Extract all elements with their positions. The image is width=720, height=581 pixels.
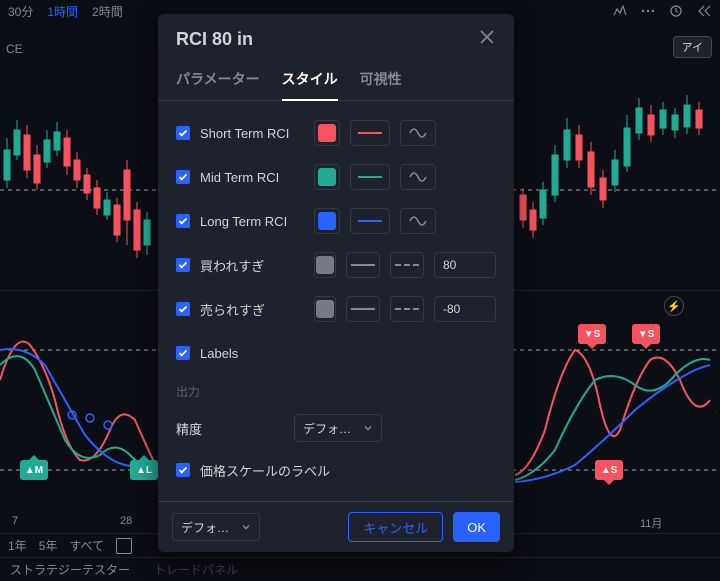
- mid-rci-plot-type[interactable]: [400, 164, 436, 190]
- short-rci-plot-type[interactable]: [400, 120, 436, 146]
- close-button[interactable]: [478, 28, 496, 51]
- timeframe-2h[interactable]: 2時間: [92, 3, 123, 20]
- precision-select-value: デフォ…: [303, 420, 351, 437]
- dialog-title: RCI 80 in: [176, 29, 253, 50]
- price-scale-label: 価格スケールのラベル: [200, 461, 496, 480]
- dialog-footer: デフォ… キャンセル OK: [158, 501, 514, 552]
- labels-row: Labels: [176, 339, 496, 367]
- more-icon[interactable]: [640, 3, 656, 19]
- range-1y[interactable]: 1年: [8, 537, 27, 554]
- toolbar-right-icons: [604, 0, 720, 22]
- range-5y[interactable]: 5年: [39, 537, 58, 554]
- long-rci-checkbox[interactable]: [176, 214, 190, 228]
- overbought-checkbox[interactable]: [176, 258, 190, 272]
- buy-marker-am: ▲M: [20, 460, 48, 480]
- precision-select[interactable]: デフォ…: [294, 414, 382, 442]
- footer-tabs: ストラテジーテスター トレードパネル: [0, 557, 720, 581]
- overbought-color-picker[interactable]: [314, 252, 336, 278]
- precision-label: 精度: [176, 419, 284, 438]
- chevron-down-icon: [363, 423, 373, 433]
- price-scale-label-row: 価格スケールのラベル: [176, 456, 496, 484]
- sell-marker: ▼S: [578, 324, 606, 344]
- trade-panel-tab[interactable]: トレードパネル: [154, 561, 238, 578]
- oversold-color-picker[interactable]: [314, 296, 336, 322]
- long-rci-line-style[interactable]: [350, 208, 390, 234]
- cancel-button[interactable]: キャンセル: [348, 512, 443, 542]
- settings-tabs: パラメーター スタイル 可視性: [158, 61, 514, 101]
- oversold-row: 売られすぎ: [176, 295, 496, 323]
- template-select[interactable]: デフォ…: [172, 513, 260, 541]
- timeframe-30m[interactable]: 30分: [8, 3, 33, 20]
- alert-icon[interactable]: [668, 3, 684, 19]
- mid-term-rci-row: Mid Term RCI: [176, 163, 496, 191]
- short-term-rci-row: Short Term RCI: [176, 119, 496, 147]
- dialog-body: Short Term RCI Mid Term RCI Long Term RC…: [158, 101, 514, 501]
- long-term-rci-row: Long Term RCI: [176, 207, 496, 235]
- timeframe-1h[interactable]: 1時間: [47, 3, 78, 20]
- xaxis-tick: 7: [12, 515, 18, 527]
- labels-checkbox[interactable]: [176, 346, 190, 360]
- oversold-label: 売られすぎ: [200, 300, 304, 319]
- oversold-line-style[interactable]: [346, 296, 380, 322]
- overbought-line-style[interactable]: [346, 252, 380, 278]
- oversold-value-input[interactable]: [434, 296, 496, 322]
- overbought-label: 買われすぎ: [200, 256, 304, 275]
- indicator-icon[interactable]: [612, 3, 628, 19]
- precision-row: 精度 デフォ…: [176, 414, 496, 442]
- labels-label: Labels: [200, 346, 304, 361]
- dialog-header: RCI 80 in: [158, 14, 514, 61]
- footer-actions: キャンセル OK: [348, 512, 500, 542]
- xaxis-tick: 28: [120, 515, 132, 527]
- mid-rci-color-picker[interactable]: [314, 164, 340, 190]
- oversold-dash-style[interactable]: [390, 296, 424, 322]
- symbol-label: CE: [6, 42, 23, 56]
- long-rci-label: Long Term RCI: [200, 214, 304, 229]
- close-icon: [478, 28, 496, 46]
- short-rci-color-picker[interactable]: [314, 120, 340, 146]
- rewind-icon[interactable]: [696, 3, 712, 19]
- short-rci-line-style[interactable]: [350, 120, 390, 146]
- strategy-tester-tab[interactable]: ストラテジーテスター: [10, 561, 130, 578]
- overbought-dash-style[interactable]: [390, 252, 424, 278]
- template-select-value: デフォ…: [181, 519, 229, 536]
- long-rci-plot-type[interactable]: [400, 208, 436, 234]
- top-right-badge[interactable]: アイ: [673, 36, 712, 58]
- mid-rci-label: Mid Term RCI: [200, 170, 304, 185]
- ok-button[interactable]: OK: [453, 512, 500, 542]
- mid-rci-line-style[interactable]: [350, 164, 390, 190]
- xaxis-tick: 11月: [640, 515, 662, 531]
- range-all[interactable]: すべて: [69, 537, 104, 554]
- calendar-icon[interactable]: [116, 538, 132, 554]
- chevron-down-icon: [241, 522, 251, 532]
- sell-marker: ▼S: [632, 324, 660, 344]
- short-rci-label: Short Term RCI: [200, 126, 304, 141]
- overbought-value-input[interactable]: [434, 252, 496, 278]
- long-rci-color-picker[interactable]: [314, 208, 340, 234]
- tab-parameters[interactable]: パラメーター: [176, 61, 260, 101]
- price-scale-checkbox[interactable]: [176, 463, 190, 477]
- tab-visibility[interactable]: 可視性: [360, 61, 402, 101]
- output-section-label: 出力: [176, 383, 496, 400]
- oversold-checkbox[interactable]: [176, 302, 190, 316]
- tab-style[interactable]: スタイル: [282, 61, 338, 101]
- overbought-row: 買われすぎ: [176, 251, 496, 279]
- buy-marker-al: ▲L: [130, 460, 158, 480]
- mid-rci-checkbox[interactable]: [176, 170, 190, 184]
- short-rci-checkbox[interactable]: [176, 126, 190, 140]
- indicator-settings-dialog: RCI 80 in パラメーター スタイル 可視性 Short Term RCI…: [158, 14, 514, 552]
- buy-marker-as: ▲S: [595, 460, 623, 480]
